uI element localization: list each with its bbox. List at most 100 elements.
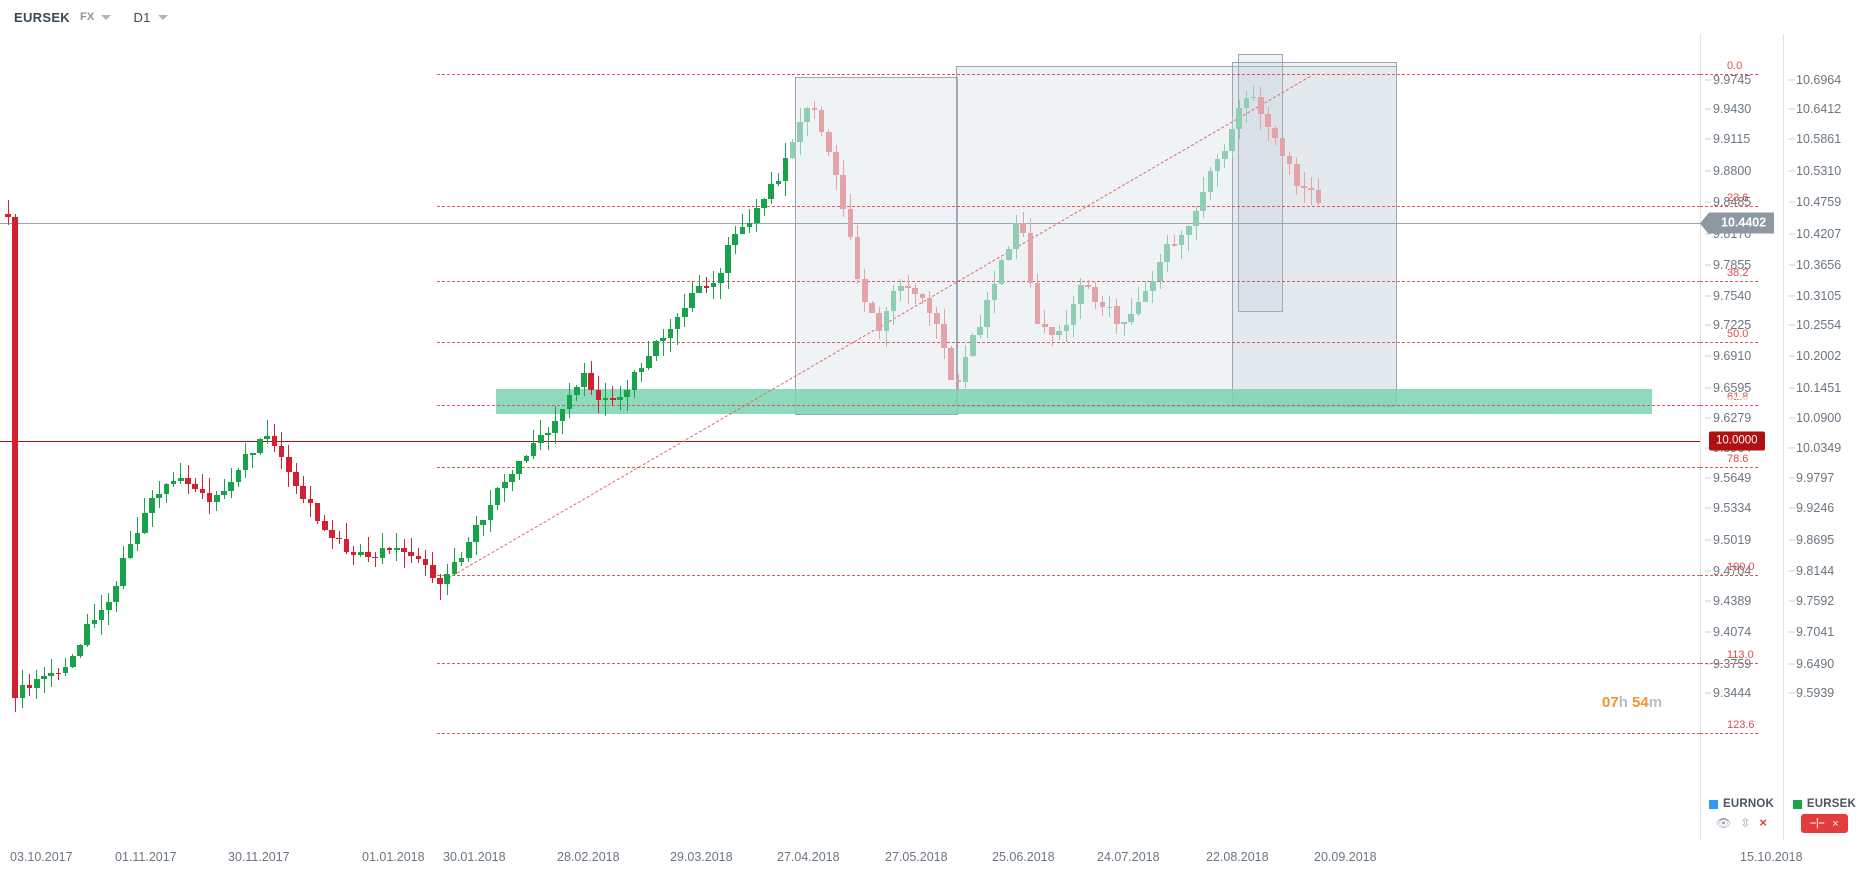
candlestick: [77, 643, 83, 658]
candle-body: [768, 184, 774, 199]
candlestick: [631, 369, 638, 398]
date-axis[interactable]: 03.10.2017 01.11.2017 30.11.2017 01.01.2018…: [0, 840, 1866, 885]
candle-body: [898, 285, 904, 291]
candlestick: [912, 283, 918, 305]
fibonacci-line[interactable]: [437, 663, 1700, 664]
candle-body: [394, 547, 400, 550]
selection-box-left[interactable]: [795, 77, 958, 415]
demand-zone[interactable]: [496, 389, 1652, 414]
candle-body: [1063, 325, 1070, 332]
axis-tick: [1789, 507, 1795, 509]
candle-body: [674, 316, 681, 330]
close-icon[interactable]: ×: [1759, 815, 1767, 830]
candlestick: [581, 363, 587, 396]
price-axis-label: 9.7041: [1796, 625, 1835, 639]
axis-tick: [1705, 264, 1711, 266]
candle-body: [322, 520, 328, 530]
candlestick: [898, 278, 904, 302]
axis-tick: [1789, 355, 1795, 357]
candle-body: [1142, 290, 1149, 302]
fibonacci-line[interactable]: [437, 405, 1700, 406]
candlestick: [228, 468, 234, 498]
candlestick: [1315, 177, 1322, 205]
candlestick-icon[interactable]: ⎯|⎯: [1810, 817, 1825, 829]
eye-icon[interactable]: 👁: [1716, 815, 1732, 830]
countdown-hours: 07: [1602, 694, 1619, 711]
candle-body: [480, 520, 486, 526]
candle-body: [1150, 281, 1156, 291]
axis-tick: [1789, 570, 1795, 572]
candlestick: [811, 100, 818, 119]
candlestick: [1207, 167, 1214, 200]
price-alert-line-line[interactable]: [0, 441, 1700, 442]
candle-body: [41, 676, 47, 679]
candle-body: [293, 471, 299, 486]
timeframe-label[interactable]: D1: [133, 9, 151, 25]
candle-body: [113, 586, 119, 602]
candle-wick: [345, 523, 347, 555]
axis-tick: [1705, 201, 1711, 203]
candle-body: [1315, 189, 1322, 204]
candlestick: [300, 475, 306, 503]
candlestick: [768, 172, 774, 204]
candle-body: [415, 556, 422, 560]
candle-body: [422, 559, 429, 565]
fibonacci-line[interactable]: [437, 575, 1700, 576]
fibonacci-line[interactable]: [437, 467, 1700, 468]
candlestick: [1006, 246, 1012, 262]
candlestick: [854, 225, 861, 284]
fibonacci-line[interactable]: [437, 206, 1700, 207]
date-axis-label: 01.01.2018: [362, 850, 425, 864]
candlestick: [1121, 321, 1127, 336]
candlestick: [1034, 273, 1041, 325]
candlestick: [890, 285, 897, 326]
candle-body: [106, 601, 112, 611]
fibonacci-line[interactable]: [437, 74, 1700, 75]
price-axis-label: 9.5649: [1713, 471, 1752, 485]
axis-divider: [1783, 34, 1784, 840]
candlestick: [847, 193, 854, 241]
legend-item-eurnok[interactable]: EURNOK 👁 ⇳ ×: [1700, 795, 1783, 845]
candle-wick: [367, 537, 369, 563]
candle-body: [487, 504, 494, 521]
candle-wick: [389, 546, 391, 555]
chevron-down-icon[interactable]: [101, 14, 112, 20]
candlestick: [214, 491, 220, 512]
price-axis[interactable]: 9.9745 10.6964 9.9430 10.6412 9.9115 10.5861 9…: [1699, 34, 1866, 840]
candle-body: [48, 672, 54, 677]
candlestick: [365, 537, 371, 563]
updown-arrow-icon[interactable]: ⇳: [1740, 815, 1751, 830]
fibonacci-line[interactable]: [437, 342, 1700, 343]
candle-body: [876, 312, 882, 332]
close-icon[interactable]: ×: [1832, 817, 1839, 830]
symbol-label[interactable]: EURSEK: [14, 9, 70, 25]
fibonacci-level-label: 38.2: [1727, 267, 1749, 279]
legend-item-eursek[interactable]: EURSEK ⎯|⎯ ×: [1783, 795, 1866, 845]
candlestick: [394, 533, 400, 561]
candlestick: [55, 667, 62, 681]
candle-body: [725, 244, 731, 274]
date-axis-label: 27.05.2018: [885, 850, 948, 864]
candle-body: [372, 556, 378, 559]
candle-body: [970, 334, 976, 357]
candle-wick: [266, 420, 268, 445]
selection-box-far-2[interactable]: [1232, 62, 1397, 407]
candle-body: [862, 279, 868, 303]
price-axis-label: 10.2554: [1796, 318, 1842, 332]
chevron-down-icon[interactable]: [157, 14, 168, 20]
chart-plot-area[interactable]: [0, 34, 1700, 840]
candlestick: [1164, 235, 1170, 272]
candlestick: [1150, 270, 1156, 303]
candle-body: [912, 287, 918, 295]
candlestick: [1099, 296, 1106, 316]
fibonacci-line[interactable]: [437, 281, 1700, 282]
candle-body: [890, 290, 897, 311]
candle-body: [314, 503, 321, 521]
fibonacci-line[interactable]: [437, 733, 1700, 734]
candlestick: [480, 519, 486, 536]
fibonacci-line-extension: [1700, 733, 1758, 734]
candle-body: [98, 610, 105, 621]
candle-wick: [223, 478, 225, 500]
candlestick: [466, 537, 472, 562]
candlestick: [782, 143, 789, 197]
